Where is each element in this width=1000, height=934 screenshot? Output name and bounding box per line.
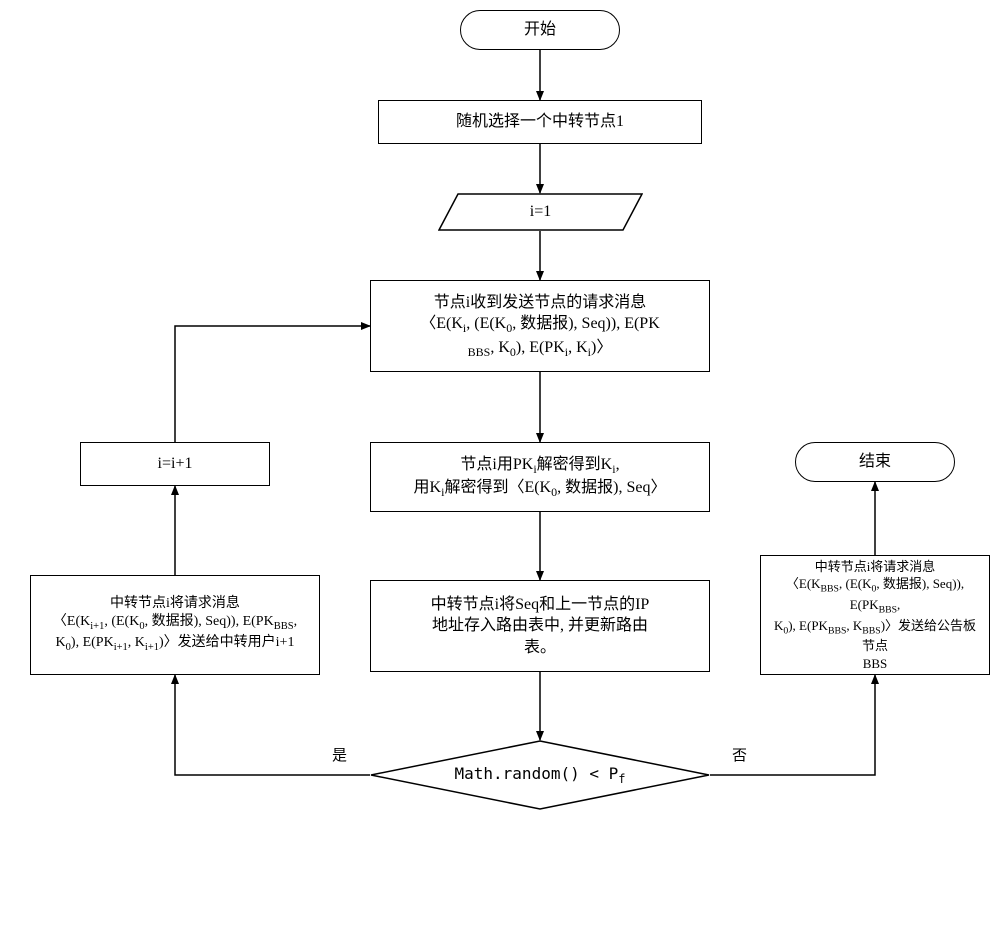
edge-label: 否 [732,748,747,764]
n2-label: i=1 [530,203,551,220]
edge-label: 是 [332,748,347,764]
edges-layer: 是否 [0,0,1000,934]
edge [175,326,370,442]
n2-node: i=1 [438,193,643,231]
